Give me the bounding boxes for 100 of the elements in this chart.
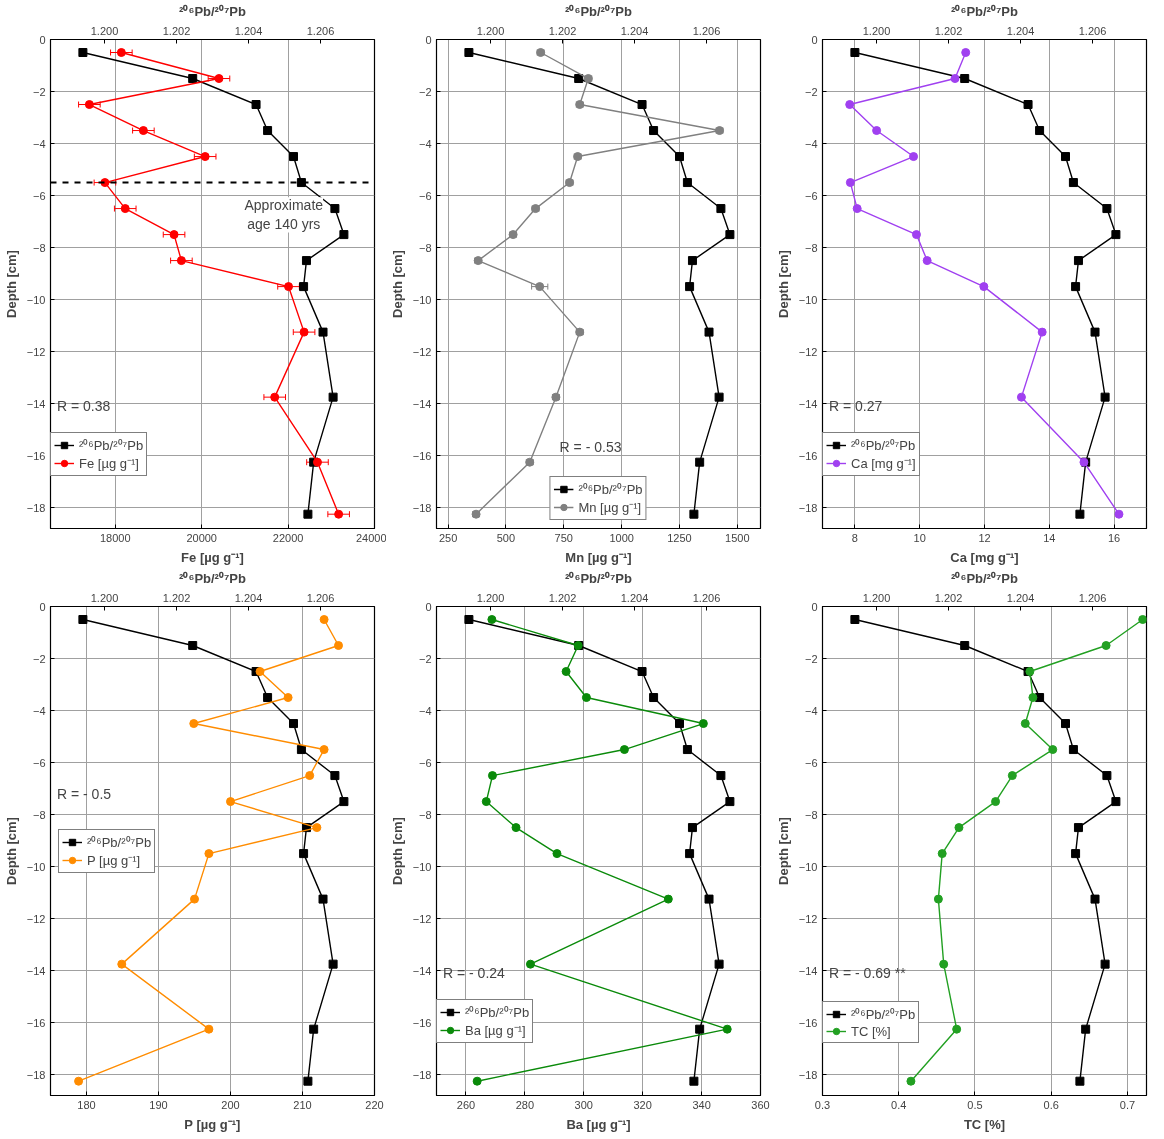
y-tick-label: −8 [804,241,818,254]
y-tick-label: −6 [804,189,818,202]
y-tick-label: 0 [39,600,46,613]
y-tick-label: −12 [412,912,432,925]
x-tick-label: 0.6 [1043,1098,1059,1111]
y-tick-label: −6 [32,756,46,769]
x-tick-label: 200 [221,1098,240,1111]
y-tick-label: −18 [26,501,46,514]
x-tick-label: 250 [438,531,458,544]
legend-label: P [µg g⁻¹] [87,851,141,869]
x-tick-label: 20000 [186,531,217,544]
legend-label: ²⁰⁶Pb/²⁰⁷Pb [465,1004,530,1021]
x2-axis-title: ²⁰⁶Pb/²⁰⁷Pb [565,3,632,19]
y-tick-label: −4 [804,704,818,717]
x-tick-label: 0.5 [967,1098,983,1111]
x-tick-label: 210 [293,1098,312,1111]
x2-tick-label: 1.202 [162,591,191,604]
y-tick-label: −10 [412,860,432,873]
y-tick-label: −14 [798,397,818,410]
x2-axis-title: ²⁰⁶Pb/²⁰⁷Pb [179,3,246,19]
y-tick-label: −8 [32,241,46,254]
x2-tick-label: 1.200 [476,24,505,37]
x2-tick-label: 1.202 [548,24,577,37]
x2-tick-label: 1.204 [234,24,263,37]
y-tick-label: −10 [798,860,818,873]
y-tick-label: −18 [798,1068,818,1081]
x-axis-title: P [µg g⁻¹] [184,1116,241,1132]
x-tick-label: 190 [149,1098,168,1111]
y-tick-label: −8 [418,241,432,254]
x-tick-label: 220 [365,1098,384,1111]
y-tick-label: −16 [412,449,432,462]
y-tick-label: −2 [418,85,432,98]
y-tick-label: −16 [412,1016,432,1029]
x-tick-label: 500 [496,531,516,544]
y-tick-label: −10 [26,293,46,306]
y-axis-title: Depth [cm] [3,817,19,885]
y-tick-label: −6 [418,189,432,202]
y-tick-label: −12 [798,912,818,925]
x2-axis-title: ²⁰⁶Pb/²⁰⁷Pb [179,570,246,586]
y-tick-label: −14 [798,964,818,977]
x2-tick-label: 1.206 [306,591,335,604]
y-tick-label: −14 [412,964,432,977]
x2-tick-label: 1.204 [234,591,263,604]
x2-tick-label: 1.206 [306,24,335,37]
y-tick-label: −8 [32,808,46,821]
y-tick-label: −14 [412,397,432,410]
y-tick-label: −10 [26,860,46,873]
x2-tick-label: 1.204 [620,591,649,604]
x-tick-label: 300 [574,1098,593,1111]
y-tick-label: −6 [418,756,432,769]
x2-tick-label: 1.200 [476,591,505,604]
y-tick-label: −12 [26,912,46,925]
legend-label: ²⁰⁶Pb/²⁰⁷Pb [578,481,643,498]
legend-label: ²⁰⁶Pb/²⁰⁷Pb [851,437,916,454]
x2-tick-label: 1.204 [1006,24,1035,37]
y-tick-label: −10 [412,293,432,306]
y-axis-title: Depth [cm] [389,250,405,318]
x-tick-label: 280 [515,1098,535,1111]
y-tick-label: −2 [32,85,46,98]
y-tick-label: −12 [798,345,818,358]
y-axis-title: Depth [cm] [389,817,405,885]
y-tick-label: −16 [26,449,46,462]
y-tick-label: −14 [26,397,46,410]
legend-label: Mn [µg g⁻¹] [578,499,642,516]
x-tick-label: 16 [1107,531,1121,544]
y-tick-label: −2 [418,652,432,665]
x-tick-label: 260 [456,1098,476,1111]
y-tick-label: −4 [418,137,432,150]
y-tick-label: −18 [26,1068,46,1081]
x2-tick-label: 1.202 [162,24,191,37]
x-axis-title: TC [%] [963,1116,1006,1132]
y-tick-label: −2 [804,652,818,665]
annotation: R = - 0.69 ** [828,964,907,981]
x-axis-title: Fe [µg g⁻¹] [181,549,244,565]
legend-label: Ca [mg g⁻¹] [851,455,916,472]
y-tick-label: −2 [804,85,818,98]
annotation: R = 0.38 [56,397,111,414]
x2-axis-title: ²⁰⁶Pb/²⁰⁷Pb [951,570,1018,586]
y-tick-label: 0 [811,33,818,46]
x-tick-label: 180 [77,1098,96,1111]
x2-axis-title: ²⁰⁶Pb/²⁰⁷Pb [951,3,1018,19]
x2-tick-label: 1.200 [90,591,119,604]
x2-tick-label: 1.200 [90,24,119,37]
y-tick-label: −10 [798,293,818,306]
y-tick-label: −6 [804,756,818,769]
y-tick-label: −8 [804,808,818,821]
y-tick-label: −18 [412,501,432,514]
y-tick-label: −18 [412,1068,432,1081]
x-axis-title: Mn [µg g⁻¹] [565,549,632,565]
x2-tick-label: 1.200 [862,24,891,37]
legend-label: ²⁰⁶Pb/²⁰⁷Pb [851,1006,916,1023]
x-tick-label: 360 [751,1098,770,1111]
x-tick-label: 0.3 [814,1098,831,1111]
x-tick-label: 320 [633,1098,652,1111]
x2-tick-label: 1.206 [1078,591,1107,604]
y-tick-label: −16 [798,1016,818,1029]
x-tick-label: 10 [913,531,926,544]
x-tick-label: 22000 [272,531,304,544]
legend-label: Ba [µg g⁻¹] [465,1022,526,1039]
legend-label: TC [%] [851,1023,891,1039]
